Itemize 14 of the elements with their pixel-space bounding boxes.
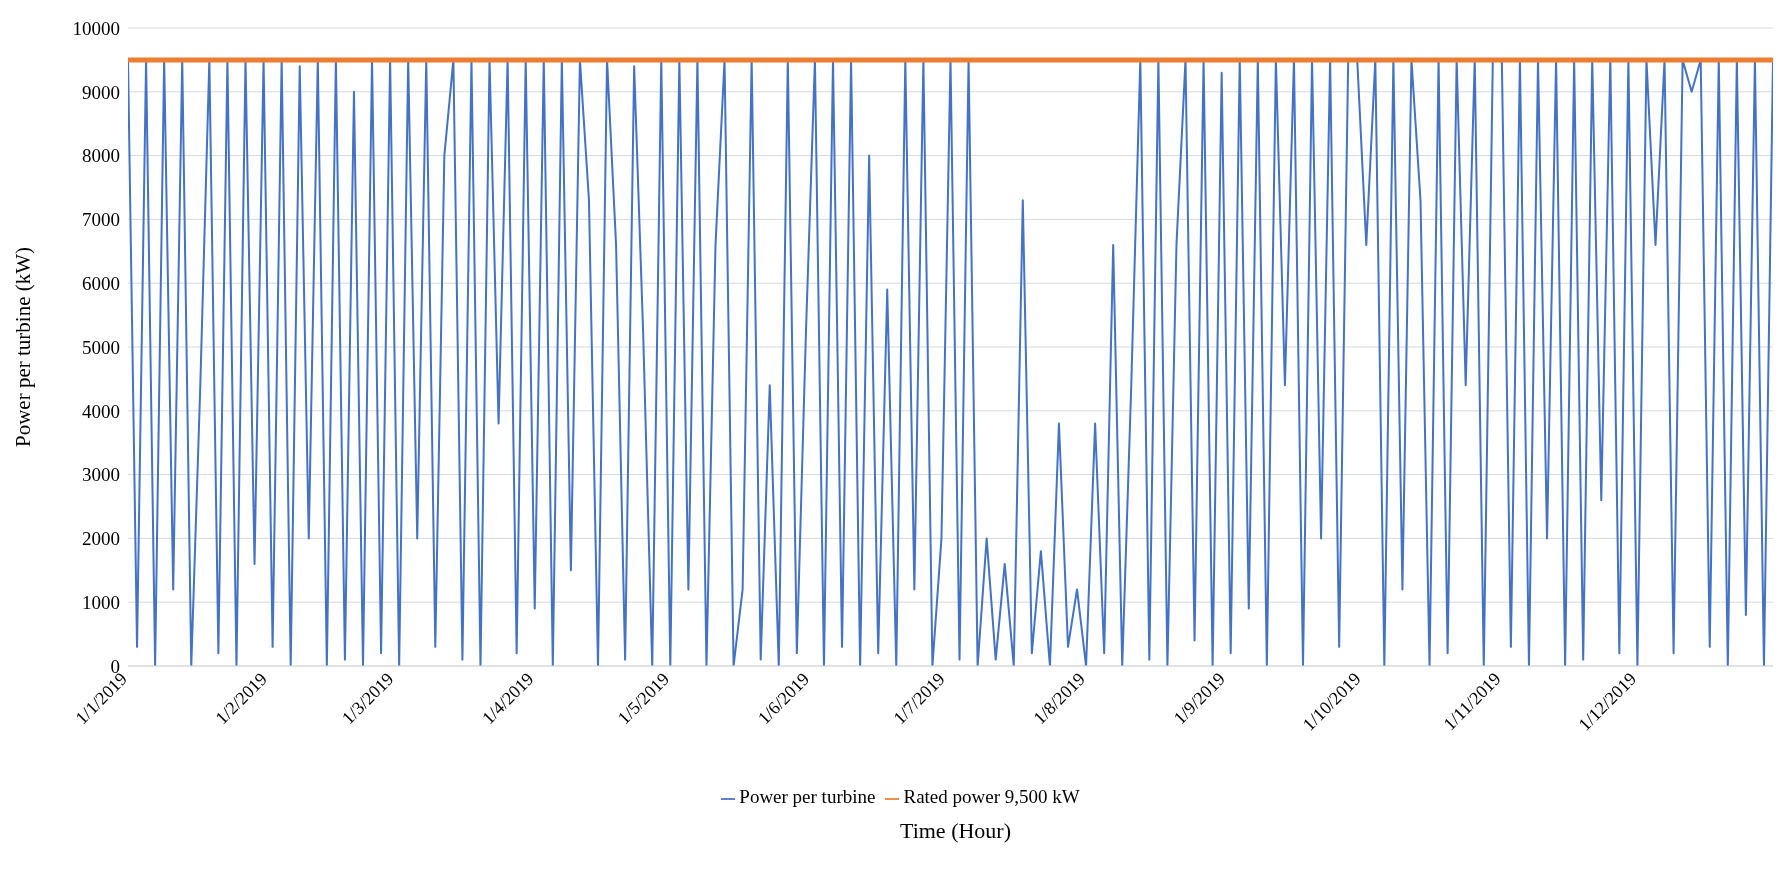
- y-tick-label: 6000: [82, 272, 120, 294]
- y-tick-label: 8000: [82, 145, 120, 167]
- y-tick-label: 4000: [82, 400, 120, 422]
- y-tick-label: 3000: [82, 464, 120, 486]
- y-axis-title: Power per turbine (kW): [11, 246, 36, 448]
- y-tick-label: 7000: [82, 209, 120, 231]
- y-tick-label: 5000: [82, 336, 120, 358]
- legend-label: Power per turbine: [739, 786, 876, 807]
- y-tick-label: 1000: [82, 591, 120, 613]
- y-tick-label: 10000: [72, 17, 120, 39]
- y-tick-label: 9000: [82, 81, 120, 103]
- x-axis-title: Time (Hour): [899, 818, 1012, 844]
- y-tick-label: 2000: [82, 528, 120, 550]
- legend-label: Rated power 9,500 kW: [903, 786, 1080, 807]
